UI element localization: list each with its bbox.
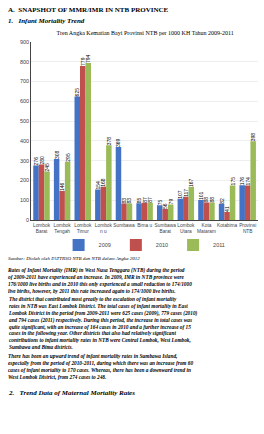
svg-text:295: 295 — [65, 153, 71, 162]
svg-text:The district that contributed: The district that contributed most great… — [8, 296, 198, 350]
svg-text:800: 800 — [20, 59, 29, 65]
svg-text:LombokUtara: LombokUtara — [177, 223, 195, 234]
svg-text:369: 369 — [115, 138, 121, 147]
svg-text:88: 88 — [209, 197, 215, 203]
svg-text:Lombokn u: Lombokn u — [95, 223, 113, 234]
svg-text:200: 200 — [20, 177, 29, 183]
svg-text:2. Trend Data of Maternal Mo: 2. Trend Data of Maternal Mortality Rate… — [8, 389, 135, 397]
svg-text:85: 85 — [136, 197, 142, 203]
svg-text:276: 276 — [33, 157, 39, 166]
svg-text:87: 87 — [147, 197, 153, 203]
svg-text:Tren Angka Kematian Bayi Provi: Tren Angka Kematian Bayi Provinsi NTB pe… — [57, 30, 234, 36]
svg-text:82: 82 — [219, 198, 225, 204]
svg-text:83: 83 — [126, 198, 132, 204]
svg-text:167: 167 — [188, 178, 194, 187]
svg-text:308: 308 — [54, 151, 60, 160]
svg-text:700: 700 — [20, 78, 29, 84]
svg-text:794: 794 — [85, 54, 91, 63]
svg-text:0: 0 — [26, 217, 29, 223]
svg-text:ProvinsiNTB: ProvinsiNTB — [239, 223, 256, 234]
svg-text:87: 87 — [142, 197, 148, 203]
svg-text:Bima u: Bima u — [137, 223, 152, 228]
svg-text:107: 107 — [177, 190, 183, 199]
svg-text:398: 398 — [250, 133, 256, 142]
svg-text:Sumber: Diolah oleh PATTRSO NT: Sumber: Diolah oleh PATTRSO NTB dan NTB … — [8, 256, 140, 261]
svg-text:Kotabima: Kotabima — [217, 223, 238, 228]
svg-text:KotaMataram: KotaMataram — [197, 223, 216, 234]
svg-text:2011: 2011 — [213, 242, 225, 248]
svg-text:A. SNAPSHOT OF MMR/IMR IN NTB: A. SNAPSHOT OF MMR/IMR IN NTB PROVINCE — [8, 6, 169, 14]
svg-text:300: 300 — [20, 158, 29, 164]
svg-text:117: 117 — [183, 189, 189, 197]
svg-text:SumbawaBarat: SumbawaBarat — [155, 223, 177, 234]
svg-text:500: 500 — [20, 118, 29, 124]
svg-text:100: 100 — [20, 197, 29, 203]
svg-text:400: 400 — [20, 138, 29, 144]
svg-text:245: 245 — [44, 163, 50, 172]
svg-text:2010: 2010 — [156, 242, 168, 248]
svg-text:600: 600 — [20, 98, 29, 104]
svg-text:280: 280 — [39, 156, 45, 165]
svg-text:175: 175 — [230, 177, 236, 186]
svg-text:154: 154 — [95, 181, 101, 190]
svg-text:Rates of Infant Mortality (IMR: Rates of Infant Mortality (IMR) in West … — [8, 267, 192, 294]
svg-text:146: 146 — [59, 183, 65, 192]
svg-text:83: 83 — [121, 198, 127, 204]
svg-text:There has been an upward trend: There has been an upward trend of infant… — [8, 353, 193, 380]
svg-text:378: 378 — [106, 137, 112, 146]
svg-text:Sumbawa: Sumbawa — [113, 223, 135, 228]
svg-text:176: 176 — [239, 177, 245, 186]
svg-text:88: 88 — [203, 197, 209, 203]
svg-text:LombokBarat: LombokBarat — [33, 223, 51, 234]
svg-text:LombokTengah: LombokTengah — [54, 223, 72, 234]
svg-text:1. Infant Mortality Trend: 1. Infant Mortality Trend — [8, 17, 85, 25]
svg-text:2009: 2009 — [99, 242, 111, 248]
svg-text:41: 41 — [224, 206, 230, 212]
svg-text:174: 174 — [245, 177, 251, 186]
svg-text:168: 168 — [100, 178, 106, 187]
svg-text:900: 900 — [20, 39, 29, 45]
svg-text:56: 56 — [162, 203, 168, 209]
svg-text:625: 625 — [74, 88, 80, 97]
svg-text:79: 79 — [168, 199, 174, 205]
svg-text:LombokTimur: LombokTimur — [74, 223, 92, 234]
svg-text:779: 779 — [80, 57, 86, 66]
svg-text:75: 75 — [157, 199, 163, 205]
svg-text:101: 101 — [198, 191, 204, 200]
